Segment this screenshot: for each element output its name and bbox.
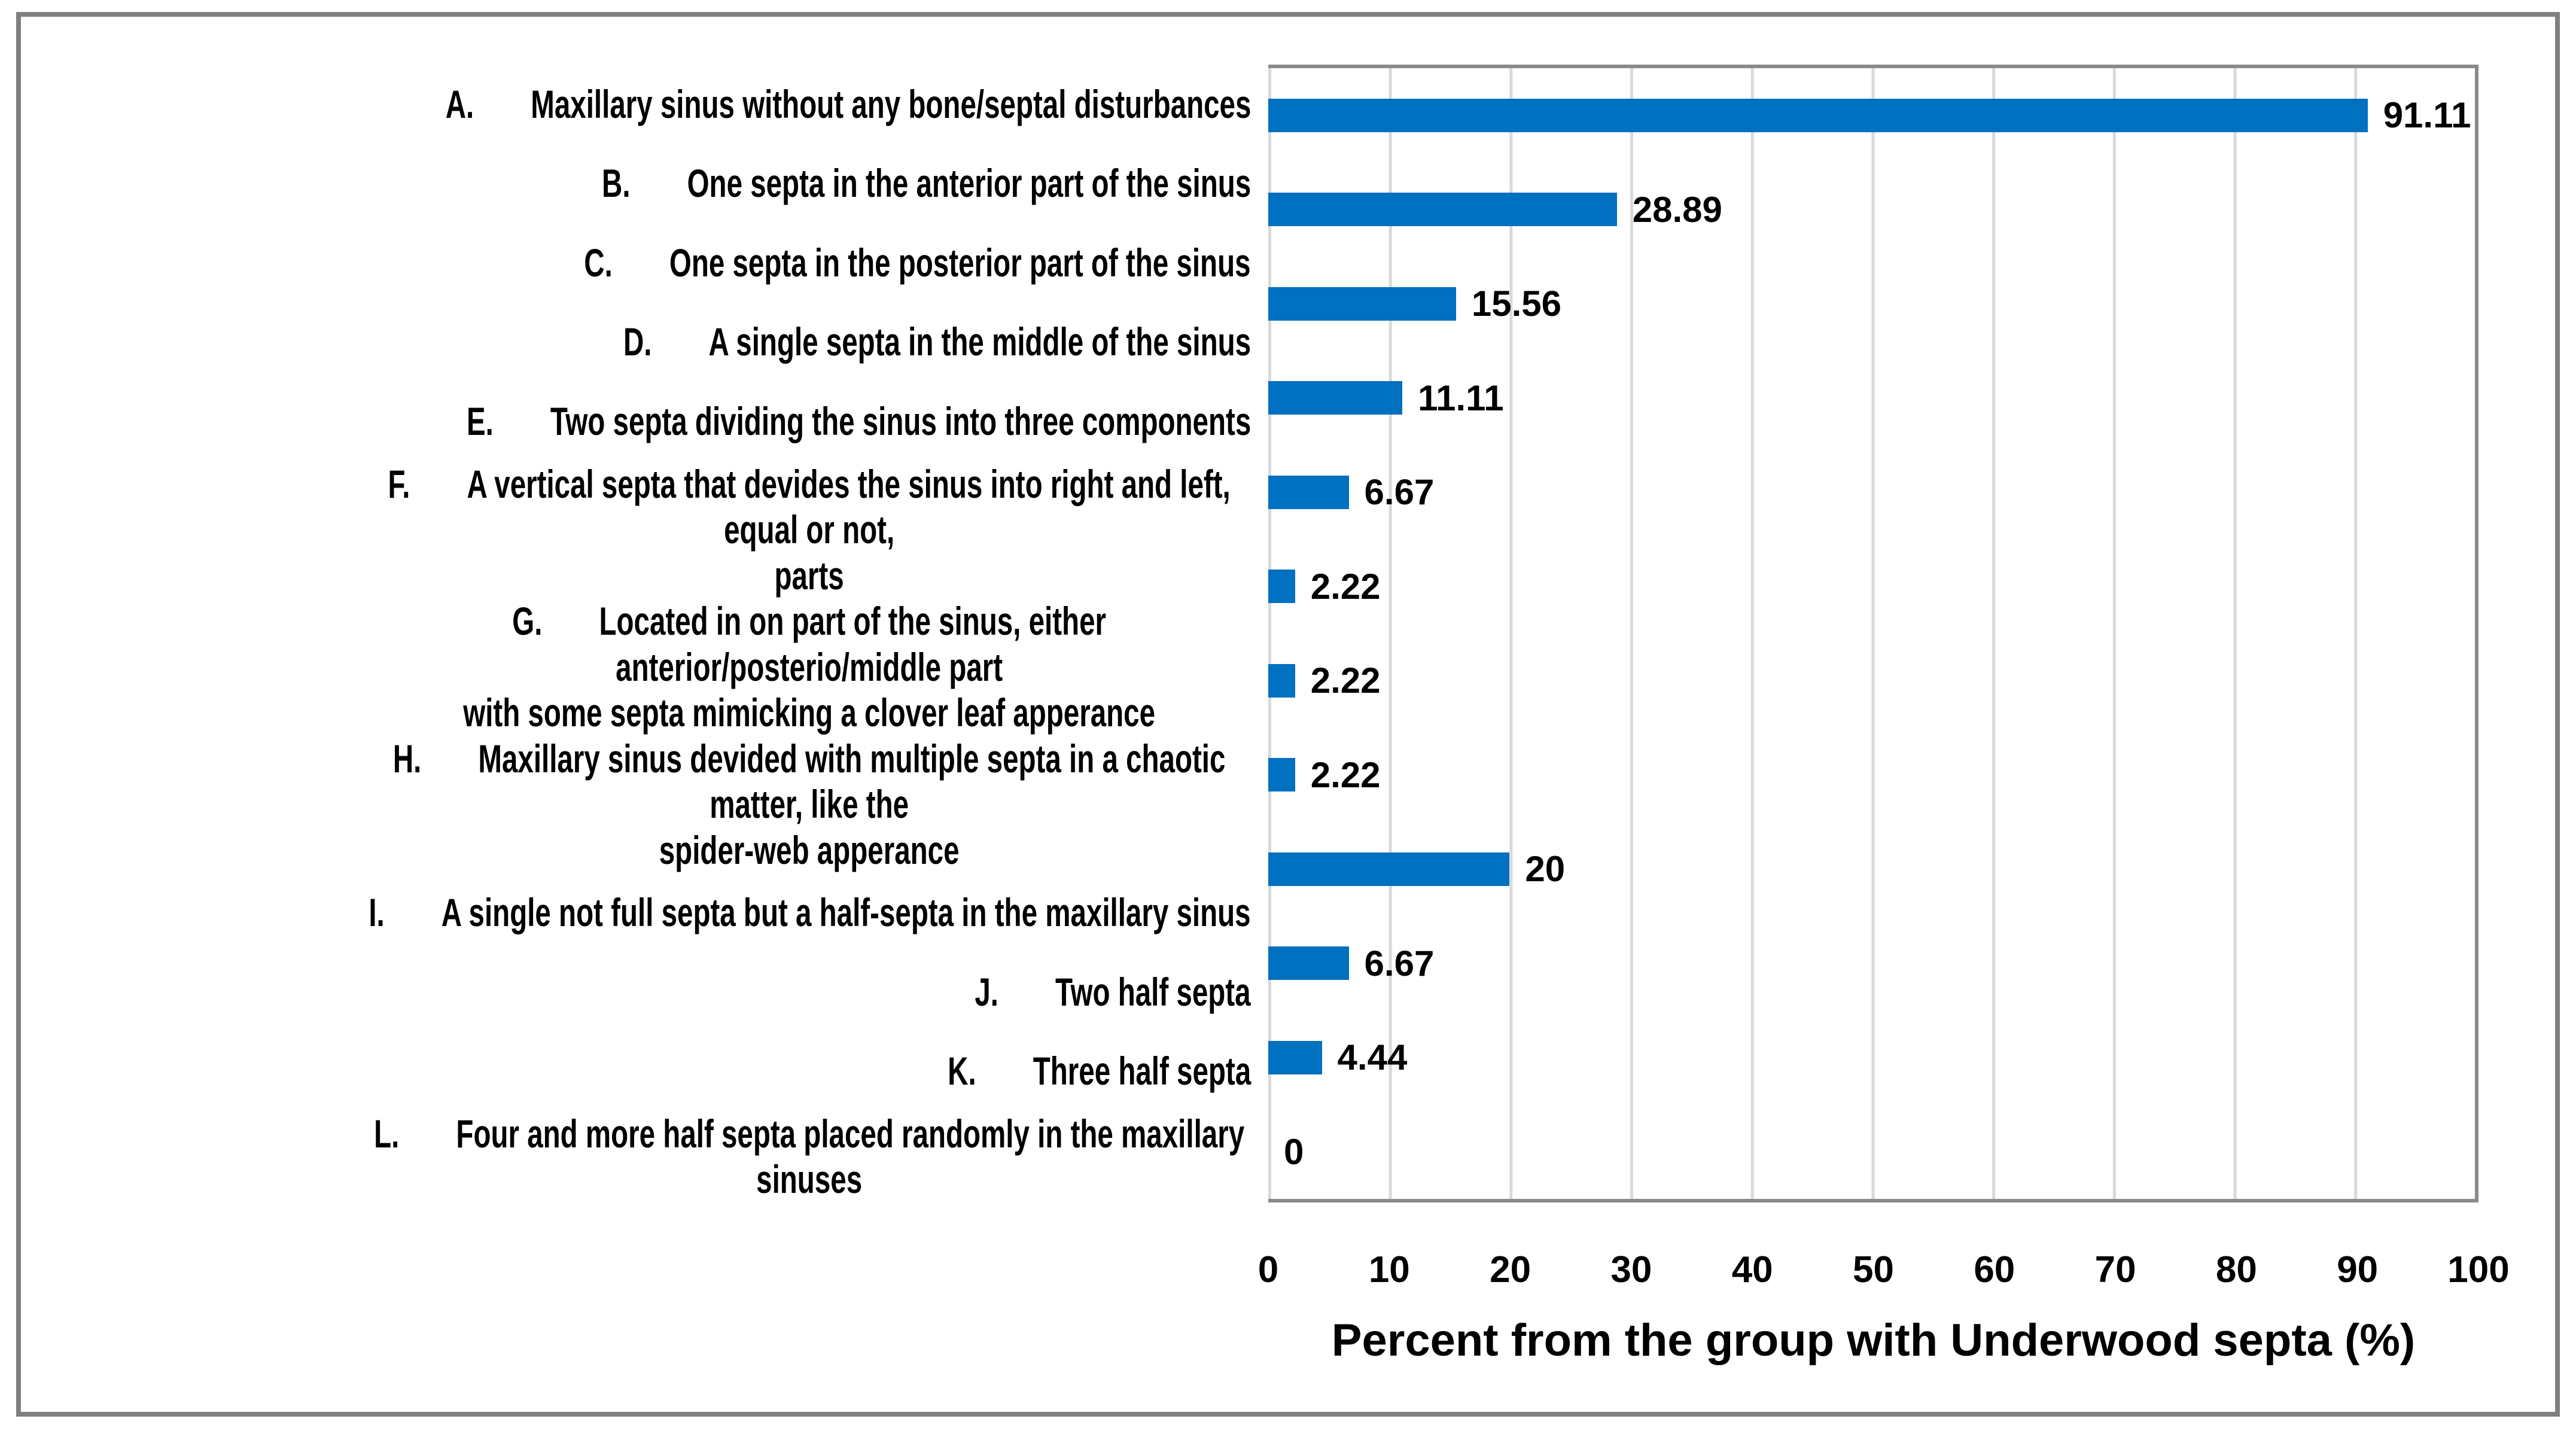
category-label: K. Three half septa [948, 1048, 1251, 1094]
x-axis-title: Percent from the group with Underwood se… [1331, 1315, 2416, 1366]
category-label-row: C. One septa in the posterior part of the… [24, 223, 1251, 303]
bar-value-label: 91.11 [2383, 95, 2471, 136]
bar-row: 11.11 [1268, 351, 2475, 446]
x-tick-label: 50 [1853, 1249, 1894, 1290]
bar [1268, 287, 1456, 321]
category-letter: G. [512, 599, 543, 644]
bar-row: 20 [1268, 822, 2475, 917]
category-label: G. Located in on part of the sinus, eithe… [367, 598, 1251, 736]
bar [1268, 193, 1617, 227]
bar-value-label: 6.67 [1364, 943, 1435, 984]
category-label-row: J. Two half septa [24, 952, 1251, 1032]
category-text: A single not full septa but a half-septa… [441, 890, 1251, 935]
category-label-row: G. Located in on part of the sinus, eithe… [24, 598, 1251, 736]
x-tick-label: 40 [1731, 1249, 1773, 1290]
category-text: One septa in the posterior part of the s… [669, 240, 1251, 285]
category-text: One septa in the anterior part of the si… [687, 161, 1251, 206]
bar [1268, 663, 1295, 698]
category-label-row: B. One septa in the anterior part of the … [24, 144, 1251, 224]
x-tick-label: 100 [2447, 1249, 2510, 1290]
bar-value-label: 28.89 [1632, 189, 1722, 230]
bar [1268, 946, 1349, 981]
bar-row: 2.22 [1268, 728, 2475, 823]
category-label-row: A. Maxillary sinus without any bone/septa… [24, 65, 1251, 144]
bar [1268, 852, 1510, 886]
category-text: Located in on part of the sinus, either … [463, 599, 1156, 735]
category-label: I. A single not full septa but a half-sep… [369, 890, 1251, 936]
category-letter: C. [584, 240, 613, 285]
bar-value-label: 20 [1525, 849, 1566, 890]
bar-value-label: 6.67 [1364, 472, 1435, 513]
category-letter: E. [466, 398, 494, 443]
bar [1268, 475, 1349, 509]
category-letter: H. [392, 736, 422, 781]
bar [1268, 758, 1295, 792]
category-text: Two septa dividing the sinus into three … [550, 398, 1251, 443]
bar-row: 2.22 [1268, 540, 2475, 634]
category-label-row: F. A vertical septa that devides the sinu… [24, 461, 1251, 599]
bar-value-label: 4.44 [1337, 1037, 1408, 1078]
bar-value-label: 0 [1284, 1131, 1304, 1172]
figure-frame: A. Maxillary sinus without any bone/septa… [16, 12, 2560, 1417]
category-label-row: L. Four and more half septa placed random… [24, 1111, 1251, 1202]
x-tick-label: 80 [2215, 1249, 2257, 1290]
category-text: Two half septa [1055, 969, 1251, 1014]
category-letter: I. [369, 890, 385, 935]
bar-row: 6.67 [1268, 917, 2475, 1011]
bar-value-label: 15.56 [1471, 284, 1561, 324]
category-text: Maxillary sinus without any bone/septal … [530, 81, 1252, 126]
category-label-row: I. A single not full septa but a half-sep… [24, 873, 1251, 952]
category-label-row: E. Two septa dividing the sinus into thre… [24, 382, 1251, 461]
category-letter: D. [623, 319, 652, 364]
x-axis-ticks: 0 10 20 30 40 50 60 70 80 90 100 [1258, 1243, 2510, 1297]
x-tick-label: 10 [1368, 1249, 1410, 1290]
bar [1268, 381, 1403, 415]
plot-area: 91.11 28.89 15.56 11.11 6.67 2.22 2.22 2.22 20 6.… [1268, 65, 2478, 1202]
bar-row: 0 [1268, 1105, 2475, 1199]
category-letter: L. [374, 1111, 400, 1156]
category-label: H. Maxillary sinus devided with multiple … [367, 736, 1251, 873]
category-label: J. Two half septa [975, 969, 1251, 1015]
category-text: Three half septa [1033, 1049, 1251, 1094]
category-letter: F. [388, 461, 410, 506]
bar [1268, 570, 1295, 604]
bar [1268, 98, 2368, 132]
x-tick-label: 30 [1610, 1249, 1652, 1290]
category-label: D. A single septa in the middle of the si… [623, 319, 1251, 365]
category-label: C. One septa in the posterior part of the… [584, 240, 1251, 286]
category-label: B. One septa in the anterior part of the … [602, 160, 1251, 206]
category-letter: B. [601, 161, 631, 206]
bar-row: 91.11 [1268, 68, 2475, 163]
category-text: Maxillary sinus devided with multiple se… [478, 736, 1226, 872]
category-label: F. A vertical septa that devides the sinu… [367, 461, 1251, 599]
bar-row: 2.22 [1268, 634, 2475, 728]
category-letter: K. [948, 1049, 976, 1094]
bar [1268, 1040, 1322, 1074]
x-tick-label: 0 [1257, 1249, 1279, 1290]
category-letter: J. [975, 969, 999, 1014]
bar-row: 28.89 [1268, 163, 2475, 257]
category-letter: A. [445, 81, 474, 126]
category-text: A single septa in the middle of the sinu… [708, 319, 1251, 364]
category-label: L. Four and more half septa placed random… [367, 1111, 1251, 1202]
bar-value-label: 2.22 [1310, 566, 1381, 607]
category-text: Four and more half septa placed randomly… [456, 1111, 1245, 1202]
bar-row: 15.56 [1268, 257, 2475, 351]
category-text: A vertical septa that devides the sinus … [467, 461, 1231, 598]
category-label: A. Maxillary sinus without any bone/septa… [445, 81, 1251, 127]
category-label-row: D. A single septa in the middle of the si… [24, 303, 1251, 382]
bar-value-label: 2.22 [1310, 754, 1381, 795]
bar-value-label: 2.22 [1310, 660, 1381, 701]
bar-row: 4.44 [1268, 1010, 2475, 1105]
category-label-row: K. Three half septa [24, 1031, 1251, 1111]
category-label: E. Two septa dividing the sinus into thre… [467, 398, 1251, 444]
x-tick-label: 20 [1490, 1249, 1531, 1290]
bar-value-label: 11.11 [1418, 377, 1504, 418]
category-label-row: H. Maxillary sinus devided with multiple … [24, 736, 1251, 873]
x-tick-label: 90 [2337, 1249, 2379, 1290]
category-labels-column: A. Maxillary sinus without any bone/septa… [24, 65, 1251, 1202]
x-tick-label: 60 [1974, 1249, 2015, 1290]
bar-row: 6.67 [1268, 445, 2475, 540]
x-tick-label: 70 [2094, 1249, 2136, 1290]
